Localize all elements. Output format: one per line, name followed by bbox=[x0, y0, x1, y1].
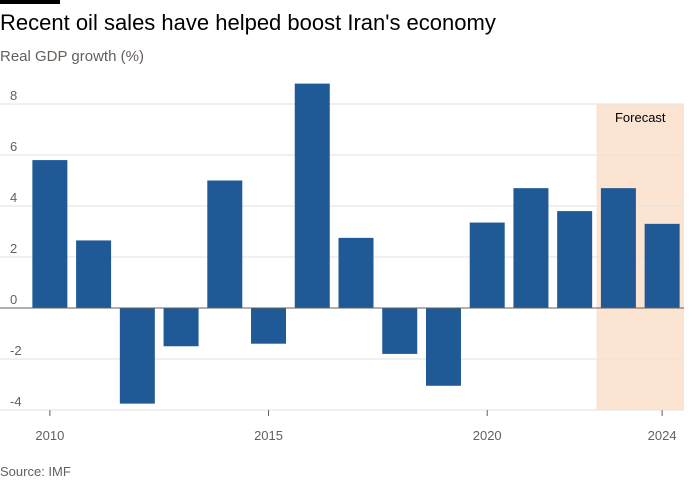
y-tick-label: 8 bbox=[10, 88, 17, 103]
source-note: Source: IMF bbox=[0, 464, 71, 479]
bar-2018 bbox=[382, 308, 418, 354]
bar-2014 bbox=[207, 180, 243, 308]
bar-2024 bbox=[644, 223, 680, 308]
x-tick-label: 2020 bbox=[473, 428, 502, 443]
bar-2011 bbox=[76, 240, 112, 308]
bar-2017 bbox=[338, 237, 374, 308]
bar-2016 bbox=[294, 83, 330, 308]
bar-2021 bbox=[513, 188, 549, 308]
bar-2012 bbox=[119, 308, 155, 404]
bar-2020 bbox=[469, 222, 505, 308]
y-tick-label: 2 bbox=[10, 241, 17, 256]
bar-2015 bbox=[251, 308, 287, 344]
x-tick-label: 2015 bbox=[254, 428, 283, 443]
x-tick-label: 2010 bbox=[35, 428, 64, 443]
bar-2013 bbox=[163, 308, 199, 347]
bar-2022 bbox=[557, 211, 593, 308]
chart-title: Recent oil sales have helped boost Iran'… bbox=[0, 10, 496, 35]
y-tick-label: 6 bbox=[10, 139, 17, 154]
y-tick-label: 4 bbox=[10, 190, 17, 205]
x-tick-label: 2024 bbox=[648, 428, 677, 443]
bar-2019 bbox=[425, 308, 461, 386]
y-tick-label: -4 bbox=[10, 394, 22, 409]
y-tick-label: -2 bbox=[10, 343, 22, 358]
bar-2010 bbox=[32, 160, 68, 308]
brand-bar bbox=[0, 0, 60, 4]
chart-subtitle: Real GDP growth (%) bbox=[0, 48, 144, 65]
bar-2023 bbox=[600, 188, 636, 308]
forecast-label: Forecast bbox=[615, 110, 666, 125]
y-tick-label: 0 bbox=[10, 292, 17, 307]
